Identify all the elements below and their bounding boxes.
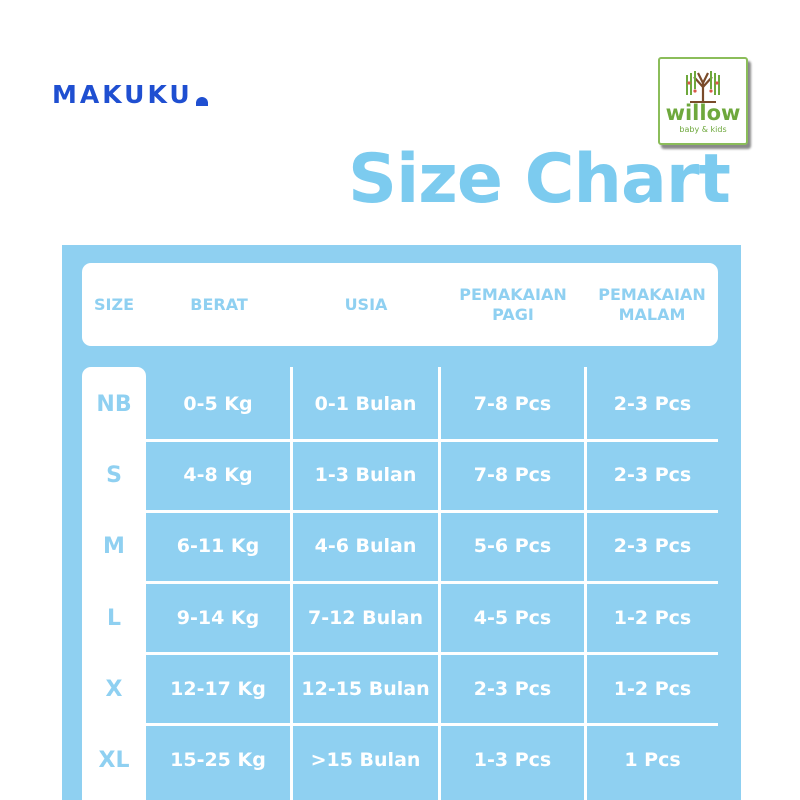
size-label: M [103, 533, 125, 559]
cell-malam: 1 Pcs [624, 749, 681, 771]
header-usia: USIA [344, 294, 388, 314]
cell-berat: 6-11 Kg [176, 535, 260, 557]
cell-usia: 12-15 Bulan [301, 678, 430, 700]
cell-usia: >15 Bulan [310, 749, 421, 771]
header-berat: BERAT [190, 294, 248, 314]
size-label: X [105, 676, 123, 702]
cell-pagi: 4-5 Pcs [473, 607, 552, 629]
willow-badge: willow baby & kids [658, 57, 748, 145]
cell-malam: 2-3 Pcs [613, 393, 692, 415]
size-label: NB [96, 391, 132, 417]
cell-usia: 7-12 Bulan [307, 607, 424, 629]
cell-malam: 2-3 Pcs [613, 464, 692, 486]
header-malam: PEMAKAIAN MALAM [598, 284, 706, 324]
cell-malam: 1-2 Pcs [613, 678, 692, 700]
cell-usia: 0-1 Bulan [314, 393, 417, 415]
size-label: L [106, 605, 122, 631]
cell-berat: 12-17 Kg [170, 678, 266, 700]
cell-berat: 0-5 Kg [183, 393, 253, 415]
size-label: XL [98, 747, 130, 773]
row-divider [146, 723, 718, 726]
row-divider [146, 652, 718, 655]
cell-malam: 1-2 Pcs [613, 607, 692, 629]
table-header-bar [82, 263, 718, 346]
badge-name: willow [665, 101, 741, 125]
cell-usia: 4-6 Bulan [314, 535, 417, 557]
size-label: S [106, 462, 122, 488]
cell-berat: 4-8 Kg [183, 464, 253, 486]
row-divider [146, 581, 718, 584]
cell-pagi: 7-8 Pcs [473, 464, 552, 486]
cell-pagi: 1-3 Pcs [473, 749, 552, 771]
brand-name: MAKUKU [52, 80, 193, 109]
brand-logo: MAKUKU [52, 82, 208, 107]
cell-berat: 15-25 Kg [170, 749, 266, 771]
tree-icon [686, 71, 720, 103]
header-size: SIZE [93, 294, 134, 314]
cell-berat: 9-14 Kg [176, 607, 260, 629]
cell-pagi: 2-3 Pcs [473, 678, 552, 700]
size-column [82, 367, 146, 800]
page-title: Size Chart [348, 140, 731, 219]
cell-pagi: 7-8 Pcs [473, 393, 552, 415]
cell-malam: 2-3 Pcs [613, 535, 692, 557]
row-divider [146, 439, 718, 442]
brand-dot-icon [195, 97, 208, 106]
header-pagi: PEMAKAIAN PAGI [459, 284, 567, 324]
row-divider [146, 510, 718, 513]
cell-usia: 1-3 Bulan [314, 464, 417, 486]
badge-subtitle: baby & kids [679, 125, 727, 134]
cell-pagi: 5-6 Pcs [473, 535, 552, 557]
